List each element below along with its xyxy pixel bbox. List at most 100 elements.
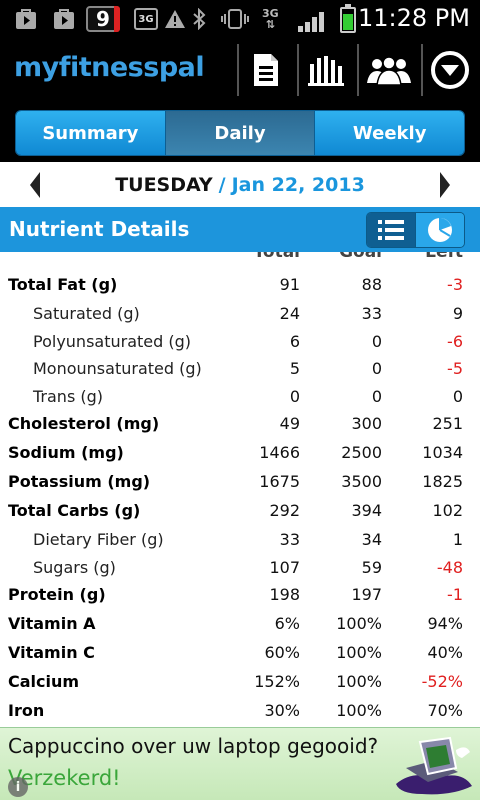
nutrient-name: Polyunsaturated (g) (33, 331, 191, 351)
goal-value: 300 (351, 414, 382, 433)
left-value: -5 (447, 359, 463, 378)
previous-day-arrow-icon[interactable] (30, 172, 40, 198)
day-of-week: TUESDAY (115, 173, 213, 196)
total-value: 1466 (259, 443, 300, 462)
total-value: 5 (289, 359, 300, 378)
warning-icon (164, 6, 186, 32)
table-row: Sugars (g) 107 59 -48 (0, 554, 480, 582)
goal-value: 394 (351, 501, 382, 520)
notification-count-badge: 9 (86, 6, 120, 32)
goal-value: 33 (361, 304, 382, 323)
document-icon (254, 54, 278, 86)
total-value: 60% (264, 643, 300, 662)
left-value: 1 (452, 530, 463, 549)
total-value: 198 (269, 585, 300, 604)
goal-value: 59 (361, 557, 382, 577)
tab-summary[interactable]: Summary (16, 111, 165, 155)
goal-value: 88 (361, 275, 382, 294)
table-row: Iron 30% 100% 70% (0, 697, 480, 726)
table-row: Cholesterol (mg) 49 300 251 (0, 410, 480, 439)
nutrient-name: Saturated (g) (33, 304, 140, 323)
column-header: Total Goal Left (0, 252, 480, 264)
table-row: Potassium (mg) 1675 3500 1825 (0, 468, 480, 497)
table-row: Vitamin C 60% 100% 40% (0, 639, 480, 668)
total-value: 6 (289, 331, 300, 351)
view-toggle (366, 212, 465, 248)
pie-chart-icon (428, 218, 452, 242)
nutrient-name: Total Fat (g) (8, 275, 118, 294)
goal-value: 100% (336, 643, 382, 662)
goal-value: 197 (351, 585, 382, 604)
table-row: Total Carbs (g) 292 394 102 (0, 497, 480, 526)
total-value: 107 (269, 557, 300, 577)
left-value: -6 (447, 331, 463, 351)
chart-view-button[interactable] (415, 213, 464, 247)
signal-strength-icon (298, 10, 326, 32)
clock: 11:28 PM (358, 4, 470, 32)
list-view-button[interactable] (367, 213, 415, 247)
nutrient-name: Vitamin A (8, 614, 96, 633)
left-value: 94% (427, 614, 463, 633)
ad-banner[interactable]: Cappuccino over uw laptop gegooid? Verze… (0, 727, 480, 800)
section-title: Nutrient Details (9, 217, 190, 241)
left-value: -48 (436, 557, 463, 577)
tab-daily[interactable]: Daily (164, 111, 315, 155)
table-row: Monounsaturated (g) 5 0 -5 (0, 355, 480, 383)
left-value: 0 (452, 386, 463, 406)
list-icon (378, 220, 404, 240)
total-value: 49 (279, 414, 300, 433)
friends-button[interactable] (357, 44, 419, 96)
menu-button[interactable] (421, 44, 477, 96)
date-separator: / (218, 173, 226, 196)
column-total: Total (253, 252, 300, 262)
left-value: 70% (427, 701, 463, 720)
table-row: Dietary Fiber (g) 33 34 1 (0, 526, 480, 554)
ad-info-icon[interactable]: i (8, 777, 28, 797)
goal-value: 3500 (341, 472, 382, 491)
current-date: Jan 22, 2013 (231, 173, 365, 196)
goal-value: 100% (336, 701, 382, 720)
table-row: Protein (g) 198 197 -1 (0, 581, 480, 610)
left-value: -1 (447, 585, 463, 604)
menu-dropdown-icon (431, 51, 469, 89)
total-value: 91 (279, 275, 300, 294)
progress-button[interactable] (297, 44, 353, 96)
table-row: Trans (g) 0 0 0 (0, 383, 480, 411)
table-row: Polyunsaturated (g) 6 0 -6 (0, 328, 480, 356)
next-day-arrow-icon[interactable] (440, 172, 450, 198)
goal-value: 0 (371, 359, 382, 378)
total-value: 292 (269, 501, 300, 520)
left-value: 251 (432, 414, 463, 433)
app-logo: myfitnesspal (14, 52, 205, 83)
total-value: 6% (274, 614, 300, 633)
left-value: 40% (427, 643, 463, 662)
tab-weekly[interactable]: Weekly (314, 111, 464, 155)
nutrient-name: Sugars (g) (33, 557, 116, 577)
laptop-spill-icon (396, 736, 472, 795)
status-bar: 9 3G 3G ⇅ 11:28 PM (0, 0, 480, 38)
table-row: Saturated (g) 24 33 9 (0, 300, 480, 328)
column-left: Left (425, 252, 463, 262)
nutrient-name: Vitamin C (8, 643, 95, 662)
nutrient-name: Monounsaturated (g) (33, 359, 202, 378)
nutrient-table: Total Fat (g) 91 88 -3 Saturated (g) 24 33 9 Pol… (0, 271, 480, 726)
data-3g-icon: 3G ⇅ (262, 7, 279, 31)
goal-value: 100% (336, 614, 382, 633)
section-header: Nutrient Details (0, 207, 480, 252)
play-store-icon (14, 6, 38, 32)
tab-bar: Summary Daily Weekly (0, 102, 480, 162)
diary-button[interactable] (237, 44, 293, 96)
bluetooth-icon (192, 6, 206, 32)
left-value: 102 (432, 501, 463, 520)
nutrient-name: Sodium (mg) (8, 443, 124, 462)
total-value: 33 (279, 530, 300, 549)
app-header: myfitnesspal (0, 38, 480, 102)
goal-value: 100% (336, 672, 382, 691)
table-row: Vitamin A 6% 100% 94% (0, 610, 480, 639)
nutrient-name: Protein (g) (8, 585, 106, 604)
total-value: 1675 (259, 472, 300, 491)
column-goal: Goal (339, 252, 382, 262)
table-row: Total Fat (g) 91 88 -3 (0, 271, 480, 300)
battery-icon (340, 4, 356, 33)
table-row: Sodium (mg) 1466 2500 1034 (0, 439, 480, 468)
